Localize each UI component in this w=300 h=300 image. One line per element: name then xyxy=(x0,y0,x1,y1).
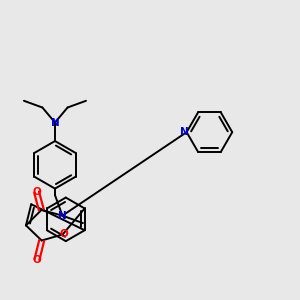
Text: N: N xyxy=(58,211,67,220)
Text: N: N xyxy=(51,118,59,128)
Text: O: O xyxy=(32,187,41,197)
Text: O: O xyxy=(59,230,68,239)
Text: O: O xyxy=(33,255,41,265)
Text: N: N xyxy=(180,127,189,137)
